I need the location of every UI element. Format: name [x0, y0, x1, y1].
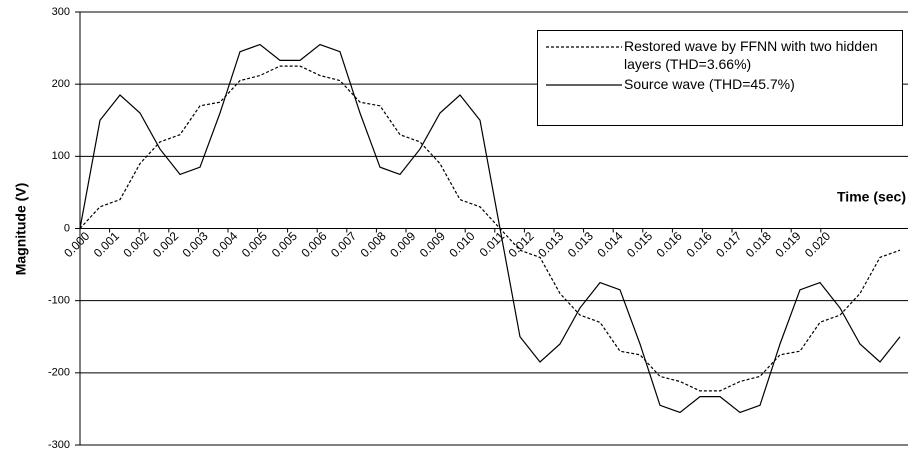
x-tick-label: 0.005	[269, 229, 300, 260]
x-tick-label: 0.005	[239, 229, 270, 260]
legend-swatch	[546, 46, 622, 48]
x-tick-label: 0.019	[772, 229, 803, 260]
legend-label: Restored wave by FFNN with two hidden la…	[624, 38, 878, 72]
x-tick-label: 0.007	[328, 229, 359, 260]
y-tick-label: 300	[52, 6, 70, 18]
x-tick-label: 0.013	[535, 229, 566, 260]
x-tick-label: 0.016	[654, 229, 685, 260]
x-tick-label: 0.015	[624, 229, 655, 260]
legend: Restored wave by FFNN with two hidden la…	[537, 30, 903, 126]
y-tick-label: 200	[52, 78, 70, 90]
legend-label: Source wave (THD=45.7%)	[624, 76, 795, 92]
x-tick-label: 0.012	[506, 229, 537, 260]
legend-swatch	[546, 84, 622, 86]
y-tick-label: -300	[48, 439, 70, 450]
x-tick-label: 0.010	[446, 229, 477, 260]
x-tick-label: 0.009	[387, 229, 418, 260]
x-tick-label: 0.002	[150, 229, 181, 260]
x-tick-label: 0.017	[713, 229, 744, 260]
y-axis-label: Magnitude (V)	[13, 183, 29, 276]
x-tick-label: 0.003	[180, 229, 211, 260]
x-tick-label: 0.020	[802, 229, 833, 260]
legend-item: Restored wave by FFNN with two hidden la…	[544, 37, 896, 73]
x-tick-label: 0.008	[358, 229, 389, 260]
series-line	[79, 43, 901, 414]
x-tick-label: 0.013	[565, 229, 596, 260]
y-tick-label: 100	[52, 150, 70, 162]
x-tick-label: 0.006	[298, 229, 329, 260]
y-tick-label: -100	[48, 295, 70, 307]
x-tick-label: 0.009	[417, 229, 448, 260]
x-axis-label: Time (sec)	[837, 189, 906, 205]
series-line	[79, 65, 901, 392]
x-tick-label: 0.018	[743, 229, 774, 260]
x-tick-label: 0.002	[120, 229, 151, 260]
x-tick-label: 0.004	[209, 229, 240, 260]
legend-item: Source wave (THD=45.7%)	[544, 75, 896, 93]
x-tick-label: 0.001	[91, 229, 122, 260]
x-tick-label: 0.016	[684, 229, 715, 260]
y-tick-label: 0	[64, 222, 70, 234]
y-tick-label: -200	[48, 367, 70, 379]
x-tick-label: 0.014	[594, 229, 625, 260]
